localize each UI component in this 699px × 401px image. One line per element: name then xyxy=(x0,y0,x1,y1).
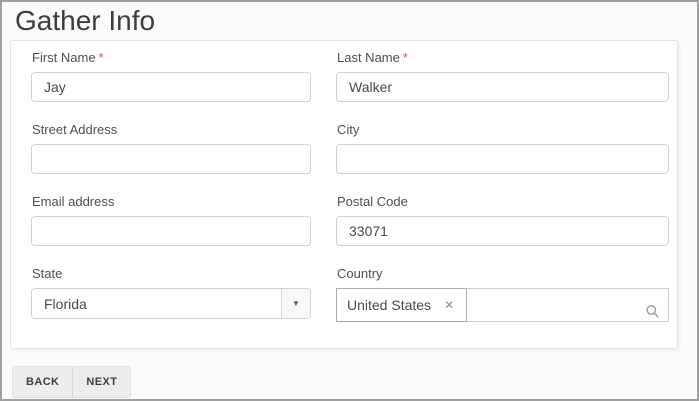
state-select[interactable]: Florida ▼ xyxy=(31,288,311,319)
email-input[interactable] xyxy=(31,216,311,246)
required-marker: * xyxy=(402,50,408,65)
form-panel: First Name* Last Name* Street Address Ci… xyxy=(10,40,678,349)
street-address-input[interactable] xyxy=(31,144,311,174)
city-field: City xyxy=(336,122,669,174)
label-text: Country xyxy=(337,266,383,281)
nav-button-group: BACK NEXT xyxy=(12,366,132,398)
page-header: Gather Info xyxy=(2,2,697,40)
country-label: Country xyxy=(337,266,669,282)
search-icon[interactable] xyxy=(645,304,660,319)
remove-tag-icon[interactable]: ✕ xyxy=(444,298,455,312)
first-name-field: First Name * xyxy=(31,50,311,102)
city-label: City xyxy=(337,122,669,138)
postal-code-field: Postal Code xyxy=(336,194,669,246)
label-text: State xyxy=(32,266,63,281)
label-text: Last Name xyxy=(337,50,400,65)
country-tag: United States ✕ xyxy=(336,288,468,322)
postal-code-label: Postal Code xyxy=(337,194,669,210)
street-address-label: Street Address xyxy=(32,122,311,138)
next-button[interactable]: NEXT xyxy=(73,367,131,397)
last-name-label: Last Name * xyxy=(337,50,669,66)
label-text: First Name xyxy=(32,50,96,65)
label-text: Postal Code xyxy=(337,194,408,209)
caret-down-icon[interactable]: ▼ xyxy=(281,289,310,318)
email-label: Email address xyxy=(32,194,311,210)
state-field: State Florida ▼ xyxy=(31,266,311,322)
first-name-input[interactable] xyxy=(31,72,311,102)
form-grid: First Name* Last Name* Street Address Ci… xyxy=(31,50,669,342)
state-select-value: Florida xyxy=(44,295,87,312)
country-field: Country United States ✕ xyxy=(336,266,669,322)
city-input[interactable] xyxy=(336,144,669,174)
street-address-field: Street Address xyxy=(31,122,311,174)
last-name-field: Last Name * xyxy=(336,50,669,102)
label-text: Email address xyxy=(32,194,115,209)
label-text: Street Address xyxy=(32,122,118,137)
country-tag-label: United States xyxy=(347,297,432,313)
label-text: City xyxy=(337,122,360,137)
back-button[interactable]: BACK xyxy=(13,367,74,397)
footer-toolbar: BACK NEXT xyxy=(12,366,697,398)
email-field: Email address xyxy=(31,194,311,246)
caret-glyph: ▼ xyxy=(292,299,300,308)
state-label: State xyxy=(32,266,311,282)
last-name-input[interactable] xyxy=(336,72,669,102)
required-marker: * xyxy=(98,50,104,65)
country-search-field[interactable]: United States ✕ xyxy=(336,288,669,322)
postal-code-input[interactable] xyxy=(336,216,669,246)
first-name-label: First Name * xyxy=(32,50,311,66)
page-title: Gather Info xyxy=(15,5,156,36)
